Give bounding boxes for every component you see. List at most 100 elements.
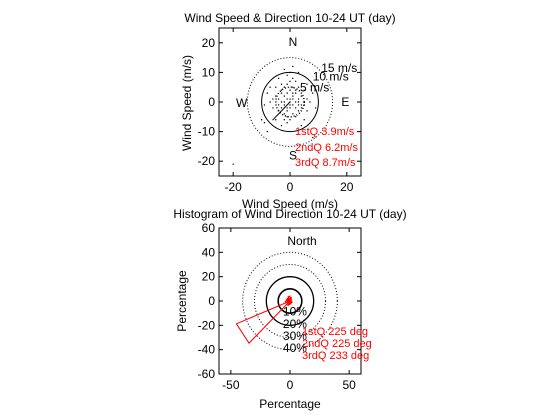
top-point xyxy=(292,77,294,80)
top-point xyxy=(294,92,297,94)
top-point xyxy=(266,130,268,133)
bottom-ytick-label: -40 xyxy=(198,343,216,357)
top-point xyxy=(263,104,266,106)
top-point xyxy=(260,119,263,121)
top-point xyxy=(289,89,291,91)
top-point xyxy=(292,113,294,115)
top-quartile-label: 1stQ 3.9m/s xyxy=(295,126,355,138)
top-point xyxy=(292,95,294,97)
direction-sector xyxy=(235,300,291,344)
top-point xyxy=(297,98,300,100)
bottom-quartile-label: 2ndQ 225 deg xyxy=(302,338,372,350)
top-point xyxy=(289,107,291,109)
bottom-xtick-label: 50 xyxy=(342,378,356,392)
top-ring xyxy=(274,86,305,118)
direction-sector xyxy=(287,295,291,302)
compass-e: E xyxy=(341,95,349,109)
top-point xyxy=(269,101,271,103)
bottom-ring-label: 20% xyxy=(283,317,307,331)
top-point xyxy=(289,104,291,106)
top-point xyxy=(300,124,303,127)
top-point xyxy=(297,86,300,88)
top-point xyxy=(286,110,288,112)
top-point xyxy=(277,104,280,106)
top-point xyxy=(303,119,305,121)
compass-s: S xyxy=(289,149,297,163)
bottom-ylabel: Percentage xyxy=(175,270,189,332)
bottom-ring xyxy=(277,288,303,314)
top-point xyxy=(289,71,291,74)
top-xlabel: Wind Speed (m/s) xyxy=(242,197,338,211)
top-ytick-label: -20 xyxy=(198,154,216,168)
bottom-quartile-label: 1stQ 225 deg xyxy=(302,326,368,338)
top-point xyxy=(292,86,294,88)
top-quartile-label: 3rdQ 8.7m/s xyxy=(295,157,356,169)
top-point xyxy=(286,122,288,124)
bottom-quartile-label: 3rdQ 233 deg xyxy=(302,350,369,362)
top-ytick-label: 20 xyxy=(202,36,216,50)
top-point xyxy=(292,104,294,106)
top-point xyxy=(263,122,266,124)
top-xtick-label: 0 xyxy=(287,180,294,194)
top-point xyxy=(277,98,280,100)
bottom-ring xyxy=(242,251,338,351)
top-point xyxy=(303,104,305,106)
top-point xyxy=(272,107,274,109)
bottom-ytick-label: 20 xyxy=(202,270,216,284)
top-quartile-line xyxy=(272,101,291,121)
bottom-ring-label: 40% xyxy=(283,341,307,355)
bottom-ticks: -50 0 50 60 40 20 0 -20 -40 -60 xyxy=(198,221,361,392)
top-point xyxy=(277,77,280,80)
bottom-ytick-label: 40 xyxy=(202,245,216,259)
top-point xyxy=(283,95,286,97)
top-point xyxy=(283,119,286,121)
top-point xyxy=(280,124,283,127)
top-ring xyxy=(246,57,334,147)
top-point xyxy=(266,92,268,94)
top-point xyxy=(275,86,277,88)
bottom-ring xyxy=(254,264,326,338)
top-point xyxy=(289,80,291,82)
bottom-xtick-label: 0 xyxy=(287,378,294,392)
compass-n: N xyxy=(289,35,298,49)
top-point xyxy=(292,98,294,100)
top-point xyxy=(277,110,280,112)
top-point xyxy=(297,101,300,103)
top-ring-label: 5 m/s xyxy=(300,81,329,95)
top-ring-label: 10 m/s xyxy=(313,69,349,83)
top-point xyxy=(306,83,308,85)
bottom-rings xyxy=(242,251,338,351)
top-ring-label: 15 m/s xyxy=(321,61,357,75)
top-point xyxy=(294,116,297,118)
top-point xyxy=(286,83,288,85)
top-point xyxy=(303,89,305,91)
top-xtick-label: 20 xyxy=(340,180,354,194)
top-point xyxy=(283,104,286,106)
top-point xyxy=(283,86,286,88)
top-point xyxy=(294,80,297,82)
top-ytick-label: 0 xyxy=(208,95,215,109)
top-quartile-label: 2ndQ 6.2m/s xyxy=(295,142,358,154)
bottom-ytick-label: 0 xyxy=(208,294,215,308)
bottom-ytick-label: -20 xyxy=(198,318,216,332)
top-point xyxy=(297,71,300,74)
bottom-ytick-label: -60 xyxy=(198,367,216,381)
compass-w: W xyxy=(236,96,248,110)
top-point xyxy=(275,95,277,97)
top-point xyxy=(306,110,308,112)
top-point xyxy=(292,92,294,94)
wind-direction-panel: Histogram of Wind Direction 10-24 UT (da… xyxy=(173,207,406,411)
top-point xyxy=(294,89,297,91)
bottom-ring-label: 10% xyxy=(283,305,307,319)
top-point xyxy=(292,65,294,68)
top-point xyxy=(280,92,283,94)
top-point xyxy=(283,113,286,115)
bottom-sectors xyxy=(235,295,293,344)
top-point xyxy=(289,98,291,100)
top-point xyxy=(297,104,300,106)
top-point xyxy=(232,163,234,165)
top-ticks: -20 0 20 20 10 0 -10 -20 xyxy=(198,28,361,194)
top-point xyxy=(286,74,288,77)
top-point xyxy=(286,98,288,100)
